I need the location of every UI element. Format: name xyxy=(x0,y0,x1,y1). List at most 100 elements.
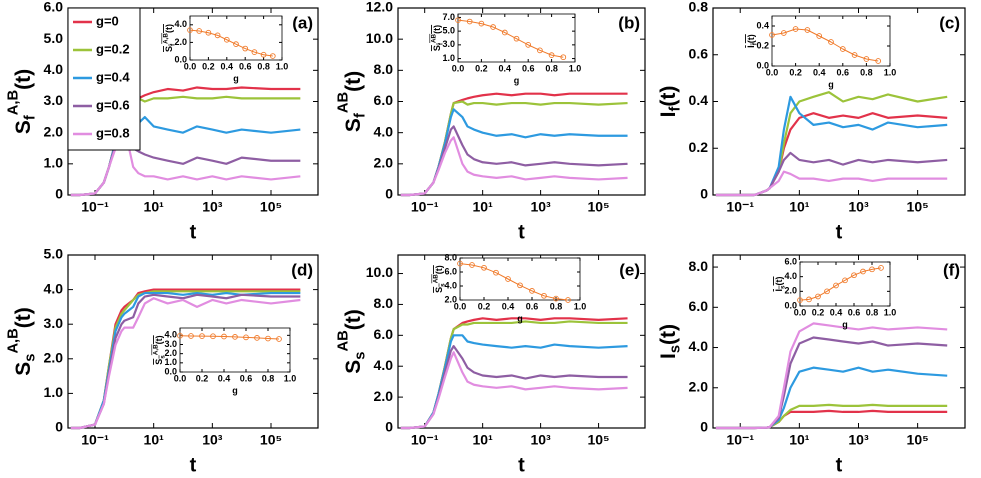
y-tick-label: 5.0 xyxy=(44,30,64,46)
data-point xyxy=(199,333,205,339)
label-tail: (t) xyxy=(434,265,444,274)
data-line xyxy=(715,336,948,430)
y-axis-label: SsAB(t) xyxy=(335,309,368,373)
label-sup: A,B xyxy=(5,90,21,115)
data-point xyxy=(851,272,857,279)
x-axis-label: t xyxy=(190,221,197,243)
data-point xyxy=(223,36,230,43)
data-line xyxy=(715,366,948,430)
y-tick-label: 8.0 xyxy=(444,252,457,262)
data-line xyxy=(400,125,628,197)
data-point xyxy=(493,269,499,276)
x-tick-label: 10⁻¹ xyxy=(726,432,754,448)
plot-frame xyxy=(189,15,283,61)
x-tick-label: 0.4 xyxy=(221,61,234,71)
x-tick-label: 0.4 xyxy=(499,63,512,73)
x-tick-label: 1.0 xyxy=(284,373,297,383)
y-axis-label: Is(t) xyxy=(657,324,684,359)
label-sup: A,B xyxy=(152,344,159,355)
label-sub: f xyxy=(22,115,38,120)
inset: 0.0 0.2 0.4 0.6 0.8 1.0 0.0 2.0 4.0 6.0 g Is(t) xyxy=(774,256,896,329)
data-point xyxy=(816,33,823,39)
x-tick-label: 0.8 xyxy=(262,373,275,383)
x-tick-label: 10⁵ xyxy=(907,199,929,215)
label-base: I xyxy=(774,289,784,292)
label-base: S xyxy=(164,46,174,52)
y-tick-label: 2.0 xyxy=(44,350,64,366)
plot-frame xyxy=(712,254,966,429)
plot-frame xyxy=(459,257,581,301)
data-line xyxy=(715,151,948,197)
legend-label: g=0.6 xyxy=(96,97,130,112)
x-tick-label: 1.0 xyxy=(574,301,587,311)
x-tick-label: 0.6 xyxy=(239,61,252,71)
label-sub: s xyxy=(22,354,38,362)
y-tick-label: 6.0 xyxy=(444,266,457,276)
x-axis-label: g xyxy=(828,79,834,89)
data-point xyxy=(537,47,543,54)
data-point xyxy=(481,264,487,271)
data-point xyxy=(860,268,866,275)
y-tick-label: 6.0 xyxy=(374,326,394,342)
data-line xyxy=(70,297,301,430)
x-tick-label: 10⁵ xyxy=(260,199,282,215)
data-point xyxy=(469,262,475,268)
y-tick-label: 8.0 xyxy=(374,295,394,311)
label-sub: f xyxy=(667,107,683,112)
data-line xyxy=(400,136,628,197)
label-sup: A,B xyxy=(162,33,169,44)
data-line xyxy=(70,125,301,197)
label-sup: AB xyxy=(335,330,351,351)
data-point xyxy=(276,336,282,342)
label-base: S xyxy=(434,287,444,293)
x-tick-label: 0.4 xyxy=(813,67,826,77)
label-base: I xyxy=(657,112,680,118)
x-tick-label: 10¹ xyxy=(473,432,494,448)
data-point xyxy=(490,24,496,30)
label-base: I xyxy=(657,353,680,359)
x-tick-label: 10¹ xyxy=(473,199,494,215)
y-tick-label: 6.0 xyxy=(374,92,394,108)
y-tick-label: 3.0 xyxy=(44,315,64,331)
y-axis-label: SfAB(t) xyxy=(430,25,444,51)
y-tick-label: 7.0 xyxy=(442,12,455,22)
label-sub: s xyxy=(667,345,683,353)
data-point xyxy=(842,277,848,284)
label-sub: f xyxy=(352,113,368,118)
x-tick-label: 10³ xyxy=(202,199,223,215)
x-tick-label: 0.2 xyxy=(202,61,215,71)
label-tail: (t) xyxy=(746,34,756,43)
plot-frame xyxy=(67,254,319,429)
data-line xyxy=(771,28,879,62)
y-axis-label: SfA,B(t) xyxy=(162,24,176,52)
x-tick-label: 0.4 xyxy=(830,307,843,317)
y-tick-label: 1.0 xyxy=(44,155,64,171)
data-point xyxy=(478,20,485,27)
panel-label: (c) xyxy=(939,13,960,32)
label-base: S xyxy=(342,360,365,374)
plot-frame xyxy=(457,13,576,63)
x-axis-label: t xyxy=(518,454,525,476)
data-point xyxy=(210,333,216,340)
data-point xyxy=(804,27,811,33)
y-tick-label: 0.0 xyxy=(784,300,797,310)
panel-label: (f) xyxy=(943,260,960,279)
inset: 0.0 0.2 0.4 0.6 0.8 1.0 1.0 3.0 5.0 7.0 g SfAB(t) xyxy=(430,12,581,86)
data-line xyxy=(715,403,948,430)
data-point xyxy=(869,266,875,273)
data-point xyxy=(254,335,260,341)
y-tick-label: 0.0 xyxy=(756,60,769,70)
y-tick-label: 3.0 xyxy=(442,39,455,49)
x-tick-label: 0.0 xyxy=(184,61,197,71)
legend-label: g=0.2 xyxy=(96,41,130,56)
x-tick-label: 10³ xyxy=(848,199,869,215)
data-line xyxy=(715,322,948,430)
x-tick-label: 10¹ xyxy=(789,199,810,215)
x-tick-label: 0.0 xyxy=(766,67,779,77)
label-sub: s xyxy=(439,283,446,287)
x-tick-label: 10⁻¹ xyxy=(726,199,754,215)
label-base: S xyxy=(12,362,35,376)
x-tick-label: 1.0 xyxy=(569,63,582,73)
y-tick-label: 2.0 xyxy=(444,294,457,304)
data-point xyxy=(243,334,249,341)
